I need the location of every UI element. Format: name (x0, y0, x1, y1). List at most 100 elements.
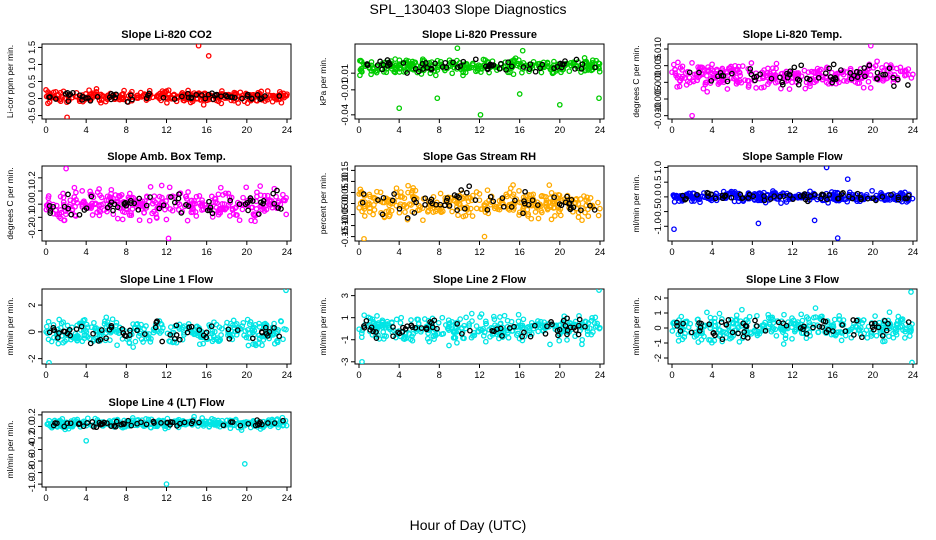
hourly-mean-point (719, 195, 726, 202)
data-point (469, 60, 476, 67)
y-tick-label: 3 (340, 293, 351, 298)
data-point (183, 193, 190, 200)
hourly-mean-point (883, 327, 890, 334)
hourly-mean-point (895, 194, 902, 201)
data-point (281, 94, 288, 101)
data-point (45, 336, 52, 343)
data-point (781, 311, 787, 318)
data-point (874, 58, 880, 65)
data-point (248, 204, 255, 211)
hourly-mean-point (521, 198, 527, 204)
hourly-mean-point (568, 196, 575, 203)
hourly-mean-point (446, 202, 453, 209)
data-point (84, 415, 91, 422)
hourly-mean-point (851, 72, 857, 79)
data-point (237, 420, 244, 426)
data-points (669, 289, 915, 364)
data-point (575, 214, 582, 221)
outlier-point (516, 91, 523, 97)
outlier-point (909, 359, 915, 364)
data-point (730, 319, 736, 326)
data-point (547, 341, 553, 348)
hourly-mean-point (757, 71, 763, 78)
data-point (505, 334, 512, 341)
data-point (487, 333, 493, 340)
outlier-point (834, 235, 841, 241)
data-point (582, 209, 588, 216)
data-point (119, 216, 126, 223)
y-tick-label: -0.5 (653, 203, 664, 219)
hourly-mean-point (677, 328, 684, 334)
hourly-mean-point (389, 197, 396, 204)
data-point (158, 182, 165, 189)
data-point (225, 190, 232, 197)
hourly-mean-point (564, 193, 570, 200)
data-point (512, 55, 519, 62)
hourly-mean-point (46, 203, 53, 209)
data-point (468, 310, 475, 317)
hourly-mean-point (859, 334, 865, 341)
hourly-mean-point (527, 61, 534, 68)
data-point (121, 209, 128, 216)
data-point (584, 331, 591, 338)
data-point (887, 71, 894, 77)
x-tick-label: 0 (669, 247, 674, 258)
x-tick-label: 16 (827, 247, 838, 258)
data-point (481, 206, 488, 212)
hourly-mean-point (380, 61, 387, 68)
hourly-mean-point (432, 60, 438, 67)
data-point (218, 332, 224, 338)
data-point (138, 94, 145, 100)
hourly-mean-point (68, 211, 75, 218)
x-tick-label: 16 (514, 370, 525, 381)
outlier-point (361, 235, 367, 241)
data-point (754, 312, 760, 319)
figure-title: SPL_130403 Slope Diagnostics (370, 1, 567, 17)
data-point (46, 205, 53, 211)
hourly-mean-point (532, 68, 539, 75)
outlier-point (63, 166, 69, 172)
data-point (483, 321, 489, 327)
data-point (145, 416, 152, 423)
data-point (155, 204, 162, 211)
plot-frame (41, 43, 292, 120)
x-tick-label: 16 (201, 125, 212, 136)
hourly-mean-point (512, 197, 518, 204)
hourly-mean-point (534, 202, 541, 208)
data-point (686, 193, 693, 200)
data-point (255, 340, 262, 347)
hourly-mean-point (830, 61, 837, 68)
data-point (81, 199, 87, 206)
hourly-mean-point (705, 193, 711, 199)
hourly-mean-point (255, 211, 262, 217)
hourly-mean-point (520, 210, 526, 217)
hourly-mean-point (576, 316, 583, 323)
hourly-mean-point (257, 96, 264, 102)
data-point (803, 335, 810, 342)
y-tick-label: 0.00 (340, 194, 351, 213)
data-point (147, 184, 154, 190)
data-point (393, 185, 400, 192)
data-point (110, 211, 117, 218)
data-point (679, 63, 686, 70)
y-tick-label: -3 (340, 358, 351, 366)
panel-title: Slope Line 1 Flow (120, 274, 213, 286)
y-axis-label: percent per min. (318, 173, 328, 234)
data-point (865, 78, 872, 85)
y-tick-label: -1 (340, 336, 351, 344)
data-point (588, 67, 595, 74)
y-tick-label: 1.0 (27, 58, 38, 71)
hourly-mean-point (67, 332, 74, 339)
data-point (481, 329, 488, 336)
hourly-mean-point (853, 68, 860, 75)
data-points (669, 44, 916, 119)
hourly-mean-point (164, 419, 171, 426)
hourly-mean-point (810, 324, 816, 331)
data-point (157, 330, 163, 336)
data-point (243, 334, 250, 341)
hourly-mean-point (575, 331, 582, 338)
hourly-mean-point (173, 322, 180, 329)
hourly-mean-point (508, 204, 515, 210)
data-point (383, 195, 390, 202)
data-point (506, 189, 513, 196)
